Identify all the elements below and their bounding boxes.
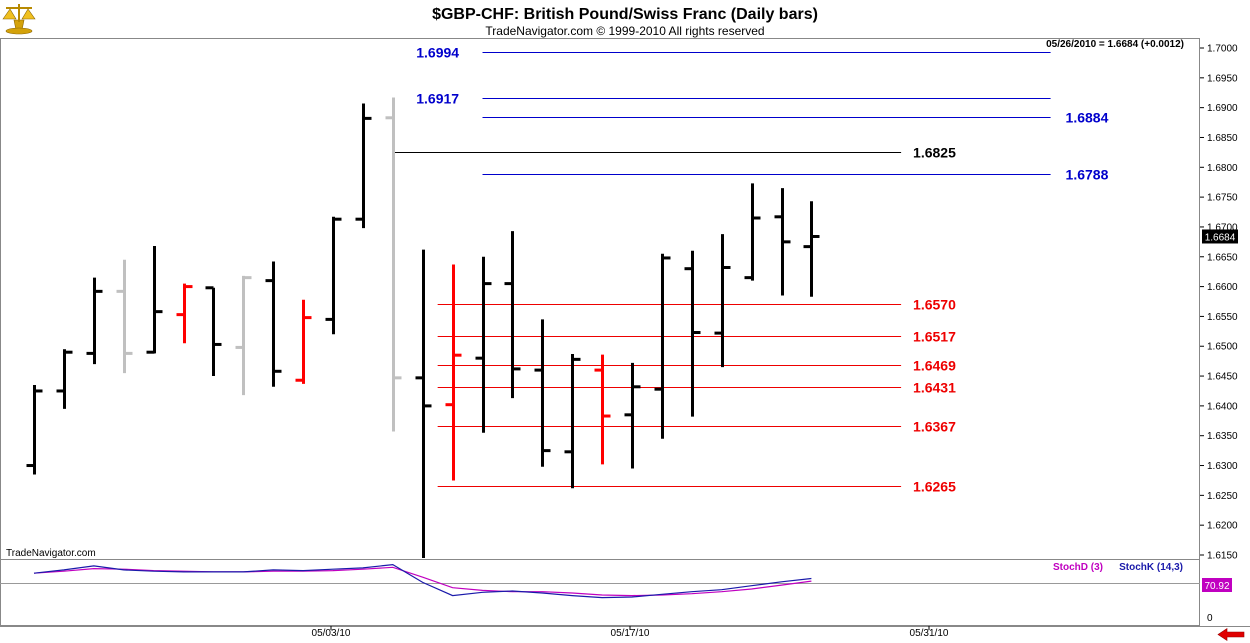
ohlc-bar <box>56 349 73 409</box>
stoch-last-value-box <box>1202 578 1232 592</box>
y-tick-label: 1.6600 <box>1207 282 1238 293</box>
ohlc-bar <box>564 353 581 489</box>
ohlc-bars <box>26 97 820 558</box>
stochastic-lines <box>33 563 812 599</box>
y-tick-label: 1.6550 <box>1207 312 1238 323</box>
last-quote-readout: 05/26/2010 = 1.6684 (+0.0012) <box>1046 39 1184 50</box>
ohlc-bar <box>295 299 312 384</box>
y-tick-label: 1.6750 <box>1207 193 1238 204</box>
stoch-last-value: 70.92 <box>1204 581 1229 592</box>
y-tick-label: 1.6800 <box>1207 163 1238 174</box>
y-tick-label: 1.6400 <box>1207 401 1238 412</box>
y-tick-label: 1.6950 <box>1207 73 1238 84</box>
ohlc-bar <box>116 259 133 374</box>
x-tick-label: 05/03/10 <box>312 628 351 639</box>
copyright-subtitle: TradeNavigator.com © 1999-2010 All right… <box>485 24 764 38</box>
legend-stochk: StochK (14,3) <box>1119 562 1183 573</box>
y-tick-label: 1.6150 <box>1207 551 1238 562</box>
level-label-1.6469: 1.6469 <box>913 358 956 374</box>
y-tick-label: 1.6350 <box>1207 431 1238 442</box>
stoch-panel-frame <box>0 559 1200 626</box>
ohlc-bar <box>86 277 103 365</box>
level-label-1.6265: 1.6265 <box>913 479 956 495</box>
ohlc-bar <box>385 97 402 432</box>
ohlc-bar <box>26 385 43 475</box>
level-label-1.6788: 1.6788 <box>1066 167 1109 183</box>
time-x-axis: 05/03/10 05/17/10 05/31/10 <box>312 626 949 639</box>
last-price-box <box>1202 229 1238 244</box>
last-price-label: 1.6684 <box>1205 232 1236 243</box>
price-y-axis: 1.7000 1.6950 1.6900 1.6850 1.6800 1.6750 1.67… <box>1200 44 1238 562</box>
ohlc-bar <box>355 103 372 229</box>
level-label-1.6367: 1.6367 <box>913 419 956 435</box>
level-label-1.6994: 1.6994 <box>416 45 459 61</box>
y-tick-label: 1.6900 <box>1207 103 1238 114</box>
y-tick-label: 1.6250 <box>1207 491 1238 502</box>
ohlc-bar <box>534 319 551 467</box>
stochd-line <box>33 566 812 597</box>
y-tick-label: 1.6700 <box>1207 222 1238 233</box>
level-label-1.6884: 1.6884 <box>1066 110 1109 126</box>
y-tick-label: 1.6850 <box>1207 133 1238 144</box>
ohlc-bar <box>594 354 611 465</box>
level-label-1.6517: 1.6517 <box>913 329 956 345</box>
y-tick-label: 1.7000 <box>1207 44 1238 55</box>
price-panel-frame <box>0 38 1200 560</box>
level-label-1.6917: 1.6917 <box>416 91 459 107</box>
price-level-lines: 1.6994 1.6917 1.6884 1.6825 1.6788 1.6570 1.65… <box>392 45 1109 495</box>
ohlc-bar <box>774 188 791 296</box>
ohlc-bar <box>654 253 671 439</box>
level-label-1.6825: 1.6825 <box>913 145 956 161</box>
ohlc-bar <box>445 264 462 481</box>
legend-stochd: StochD (3) <box>1053 562 1103 573</box>
y-tick-label: 1.6200 <box>1207 521 1238 532</box>
ohlc-bar <box>475 256 492 433</box>
ohlc-bar <box>176 283 193 344</box>
chart-title: $GBP-CHF: British Pound/Swiss Franc (Dai… <box>432 6 818 23</box>
last-price-marker: 1.6684 <box>1202 229 1238 244</box>
ohlc-bar <box>146 246 163 354</box>
left-arrow-icon[interactable] <box>1216 627 1248 642</box>
ohlc-bar <box>205 286 222 377</box>
level-label-1.6431: 1.6431 <box>913 380 956 396</box>
ohlc-bar <box>803 201 820 297</box>
y-tick-label: 1.6450 <box>1207 372 1238 383</box>
stoch-y-tick-0: 0 <box>1207 613 1213 624</box>
x-tick-label: 05/31/10 <box>910 628 949 639</box>
ohlc-bar <box>415 249 432 558</box>
ohlc-bar <box>504 231 521 399</box>
y-tick-label: 1.6300 <box>1207 461 1238 472</box>
scales-logo-icon <box>2 4 36 35</box>
ohlc-bar <box>684 250 701 417</box>
x-tick-label: 05/17/10 <box>611 628 650 639</box>
stochk-line <box>33 563 812 599</box>
ohlc-bar <box>624 362 641 469</box>
level-label-1.6570: 1.6570 <box>913 297 956 313</box>
ohlc-bar <box>744 183 761 281</box>
ohlc-bar <box>235 275 252 396</box>
y-tick-label: 1.6650 <box>1207 252 1238 263</box>
y-tick-label: 1.6500 <box>1207 342 1238 353</box>
ohlc-bar <box>325 216 342 335</box>
ohlc-bar <box>714 234 731 368</box>
watermark-text: TradeNavigator.com <box>6 548 96 559</box>
ohlc-bar <box>265 261 282 387</box>
